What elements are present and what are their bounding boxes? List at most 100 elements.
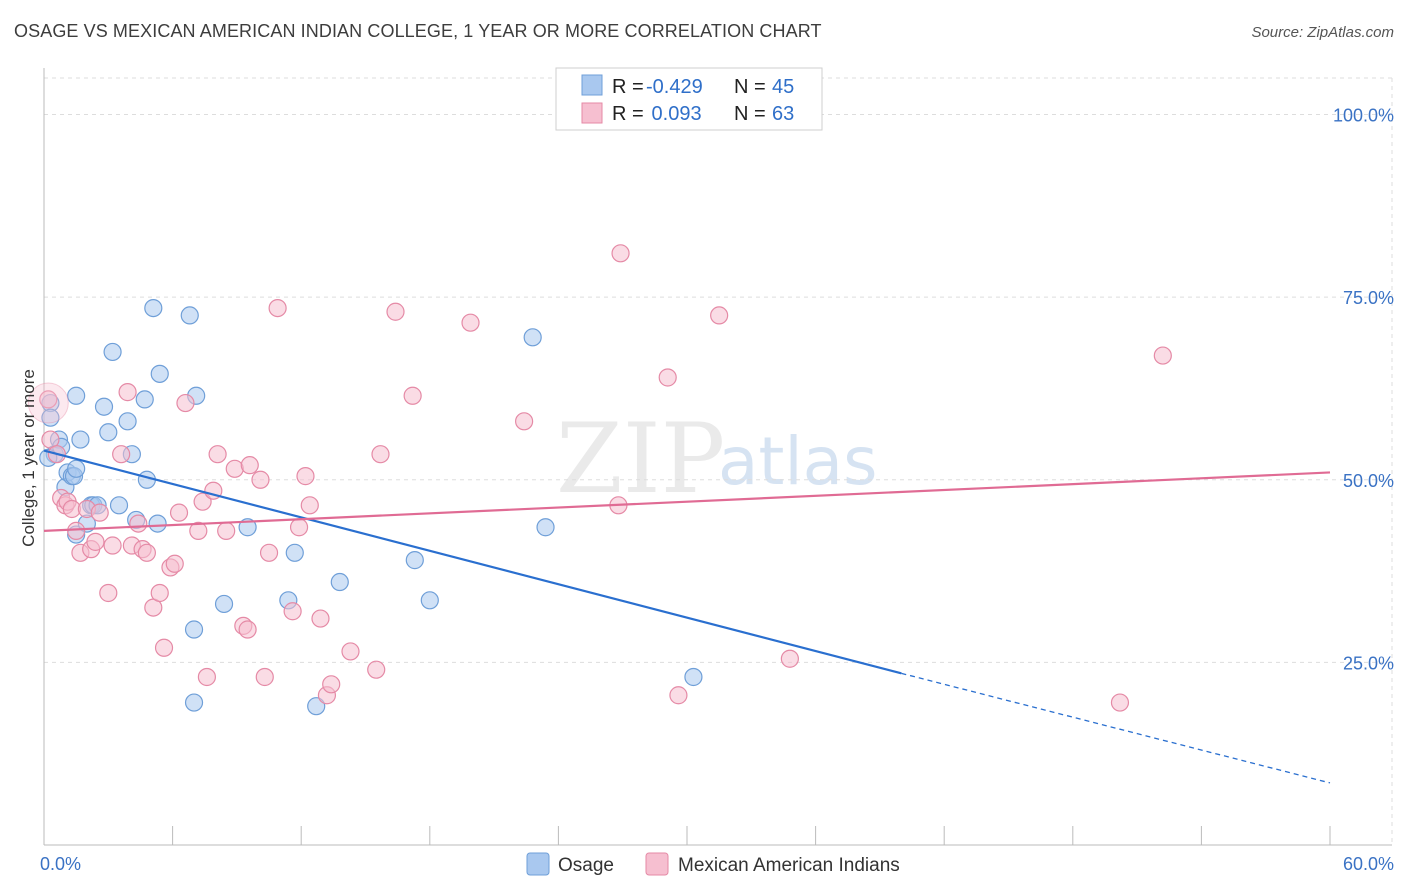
legend-r-value: 0.093 [646,103,702,125]
mexican-point [208,445,227,464]
mexican-point [669,686,688,705]
mexican-point [1110,693,1130,712]
mexican-point [300,496,319,515]
osage-point [144,299,163,318]
osage-point [103,342,122,362]
osage-point [330,572,349,592]
legend-r-value: -0.429 [646,76,703,98]
mexican-point [193,492,212,511]
osage-point [523,328,542,347]
y-tick-label: 75.0% [1343,288,1394,308]
data-points [27,244,1172,716]
mexican-point [658,368,677,387]
mexican-point [225,459,244,478]
osage-point [420,591,439,610]
axes: 25.0% 50.0% 75.0% 100.0% 0.0% 60.0% [40,68,1394,874]
osage-point [184,620,204,639]
mexican-point [67,521,86,540]
legend-swatch-mexican [645,852,669,876]
mexican-point [240,456,259,475]
mexican-point [251,470,270,489]
mexican-trend-line [43,471,1331,532]
legend-r-label: R = [612,103,644,125]
legend-swatch-osage [526,852,550,876]
mexican-point [169,503,189,522]
y-tick-label: 100.0% [1333,106,1394,126]
legend-r-label: R = [612,76,644,98]
mexican-point [217,521,236,540]
legend-label-mexican: Mexican American Indians [678,855,900,876]
mexican-point [137,543,156,562]
osage-point [99,423,118,442]
osage-trend-line [43,449,902,675]
chart-title: OSAGE VS MEXICAN AMERICAN INDIAN COLLEGE… [14,21,822,41]
mexican-point [99,583,118,603]
osage-point [184,693,204,712]
osage-point [67,459,86,478]
legend-swatch-mexican [581,102,603,124]
osage-trend-extension [901,672,1331,784]
osage-point [71,430,90,449]
mexican-point [403,386,422,405]
osage-point [536,518,555,537]
mexican-point [461,313,480,332]
watermark: ZIP atlas [556,403,878,515]
osage-point [41,408,60,427]
mexican-point [118,383,137,402]
mexican-point [255,667,274,687]
osage-point [109,496,129,515]
series-legend: Osage Mexican American Indians [526,852,900,876]
osage-point [307,697,326,716]
mexican-point [90,503,109,522]
watermark-zip: ZIP [556,403,725,515]
source-credit: Source: ZipAtlas.com [1251,24,1394,41]
mexican-point [39,390,58,409]
legend-n-value: 63 [772,103,794,125]
watermark-atlas: atlas [718,423,878,500]
mexican-point [197,667,216,687]
osage-point [148,514,167,533]
osage-point [67,386,86,405]
y-tick-label: 50.0% [1343,471,1394,491]
mexican-point [150,583,169,603]
mexican-point [386,302,405,321]
mexican-point [189,521,208,540]
mexican-point [371,445,390,464]
mexican-point [86,532,105,551]
mexican-point [112,445,131,464]
mexican-point [289,518,309,537]
mexican-point [1153,346,1172,365]
mexican-point [103,536,122,555]
mexican-point [611,244,630,263]
trend-lines [43,449,1331,784]
mexican-point [259,543,279,562]
mexican-point [367,660,386,679]
y-tick-label: 25.0% [1343,653,1394,673]
mexican-point [311,609,330,628]
osage-point [285,543,304,562]
mexican-point-cluster [27,382,69,424]
osage-point [214,594,234,614]
osage-point [405,551,424,570]
y-axis-label: College, 1 year or more [19,369,38,547]
mexican-point [165,554,184,573]
legend-swatch-osage [581,74,603,96]
correlation-legend: R = -0.429 N = 45 R = 0.093 N = 63 [555,67,823,131]
mexican-point [129,514,148,533]
mexican-point [268,299,287,318]
osage-point [118,412,137,431]
osage-point [238,518,257,537]
osage-point [94,397,114,416]
x-tick-label: 0.0% [40,854,81,874]
osage-point [180,306,199,325]
osage-point [684,667,703,687]
mexican-point [515,412,534,431]
legend-n-label: N = [734,76,766,98]
mexican-point [238,620,257,639]
mexican-point [710,306,729,325]
x-tick-label: 60.0% [1343,854,1394,874]
mexican-point [176,393,195,413]
legend-n-label: N = [734,103,766,125]
mexican-point [780,649,799,668]
mexican-point [154,638,174,657]
